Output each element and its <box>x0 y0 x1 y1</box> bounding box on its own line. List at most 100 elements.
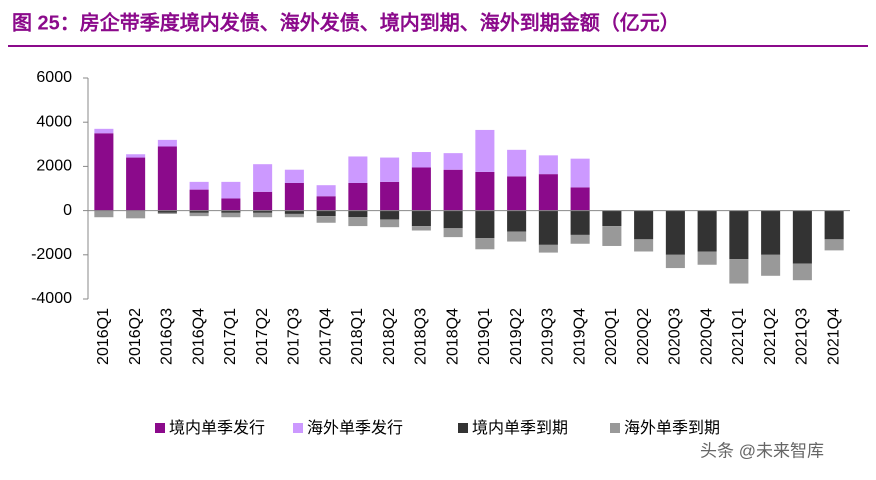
bar <box>792 210 812 264</box>
bar <box>157 139 177 147</box>
bar <box>570 210 590 235</box>
x-tick-label: 2017Q3 <box>286 308 303 365</box>
bar <box>348 156 368 183</box>
x-tick-label: 2018Q3 <box>413 308 430 365</box>
bar <box>634 210 654 240</box>
bar <box>380 157 400 182</box>
x-tick-label: 2016Q3 <box>159 308 176 365</box>
bar <box>443 228 463 238</box>
bar <box>94 210 114 218</box>
x-tick-label: 2021Q2 <box>762 308 779 365</box>
bar <box>316 216 336 223</box>
x-tick-label: 2016Q4 <box>190 308 207 365</box>
x-tick-label: 2020Q2 <box>635 308 652 365</box>
bar <box>602 226 622 246</box>
bar <box>475 171 495 211</box>
bar <box>411 210 431 227</box>
bar <box>570 234 590 244</box>
bar <box>538 155 558 175</box>
y-tick-label: 6000 <box>36 69 72 86</box>
x-tick-label: 2016Q1 <box>95 308 112 365</box>
x-tick-label: 2020Q4 <box>698 308 715 365</box>
bar <box>411 167 431 211</box>
bar <box>221 210 241 213</box>
legend-label: 海外单季到期 <box>624 419 720 437</box>
legend-swatch <box>155 423 165 433</box>
legend-label: 海外单季发行 <box>307 419 403 437</box>
bar <box>253 191 273 211</box>
x-tick-label: 2021Q3 <box>794 308 811 365</box>
x-tick-label: 2019Q3 <box>540 308 557 365</box>
x-tick-label: 2018Q4 <box>444 308 461 365</box>
bar <box>507 231 527 242</box>
bar <box>253 212 273 218</box>
bar <box>697 251 717 265</box>
bar <box>189 189 209 211</box>
bar <box>475 129 495 172</box>
bar <box>761 254 781 276</box>
bar <box>348 217 368 227</box>
bar <box>761 210 781 255</box>
bar <box>380 181 400 211</box>
legend-swatch <box>458 423 468 433</box>
x-tick-label: 2017Q4 <box>317 308 334 365</box>
bar <box>221 181 241 199</box>
x-tick-label: 2018Q1 <box>349 308 366 365</box>
bar <box>411 152 431 168</box>
bar <box>570 158 590 188</box>
x-tick-label: 2017Q2 <box>254 308 271 365</box>
bar <box>316 196 336 211</box>
x-tick-label: 2016Q2 <box>127 308 144 365</box>
bar <box>157 212 177 214</box>
bar <box>126 157 146 211</box>
bar <box>284 213 304 218</box>
bar <box>665 210 685 255</box>
y-tick-label: -2000 <box>31 246 72 263</box>
x-tick-label: 2020Q1 <box>603 308 620 365</box>
bar <box>253 164 273 192</box>
bar <box>284 210 304 214</box>
bar <box>538 210 558 245</box>
chart-title: 图 25：房企带季度境内发债、海外发债、境内到期、海外到期金额（亿元） <box>12 10 680 34</box>
bar <box>570 187 590 211</box>
bar <box>189 212 209 217</box>
bar <box>475 238 495 250</box>
bar <box>507 176 527 211</box>
bar <box>634 239 654 252</box>
y-tick-label: 0 <box>63 202 72 219</box>
legend-swatch <box>610 423 620 433</box>
y-tick-label: 2000 <box>36 158 72 175</box>
bar <box>253 210 273 213</box>
bar <box>443 153 463 170</box>
x-tick-label: 2019Q4 <box>571 308 588 365</box>
bar <box>221 212 241 218</box>
x-tick-label: 2019Q2 <box>508 308 525 365</box>
bar <box>316 185 336 197</box>
bar <box>126 154 146 158</box>
bar <box>284 182 304 211</box>
bar <box>475 210 495 239</box>
bar <box>348 210 368 218</box>
bar <box>729 259 749 284</box>
x-tick-label: 2017Q1 <box>222 308 239 365</box>
bar <box>665 254 685 269</box>
x-tick-label: 2021Q1 <box>730 308 747 365</box>
bar <box>443 210 463 229</box>
bar <box>284 169 304 183</box>
bar <box>221 198 241 211</box>
legend-label: 境内单季发行 <box>169 418 265 437</box>
bar <box>94 128 114 134</box>
bar <box>189 210 209 213</box>
bar <box>94 133 114 211</box>
bar <box>697 210 717 252</box>
bar <box>189 181 209 190</box>
bar <box>443 169 463 211</box>
x-tick-label: 2021Q4 <box>825 308 842 365</box>
bar <box>380 210 400 220</box>
y-tick-label: 4000 <box>36 113 72 130</box>
bar <box>538 174 558 211</box>
legend-swatch <box>293 423 303 433</box>
bar <box>157 210 177 213</box>
x-tick-label: 2019Q1 <box>476 308 493 365</box>
